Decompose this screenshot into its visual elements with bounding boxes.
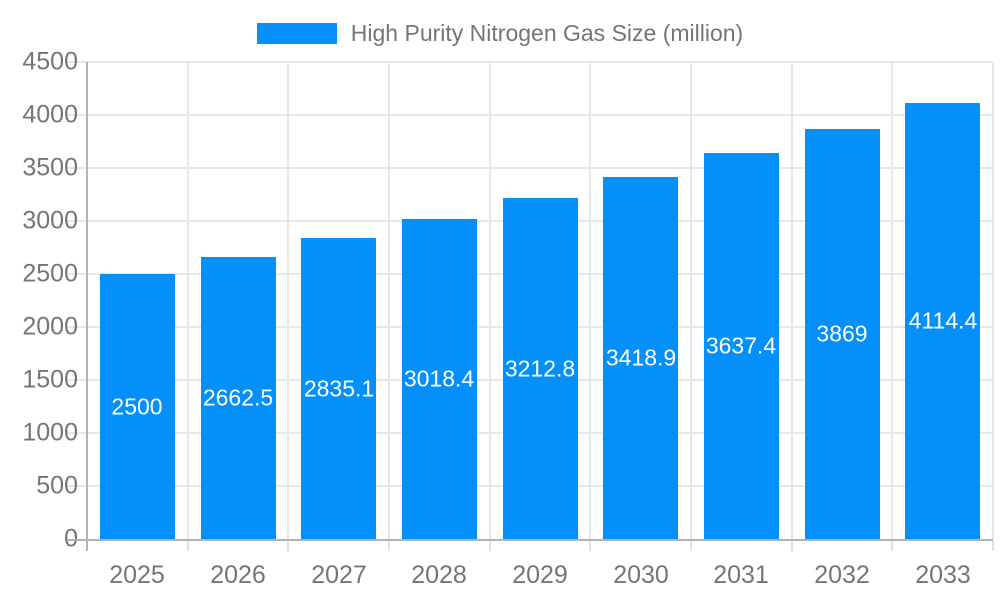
- y-tick-label: 0: [0, 525, 78, 554]
- bar: [301, 238, 376, 539]
- x-tick: [589, 541, 591, 551]
- x-tick-label: 2032: [814, 561, 870, 589]
- bar: [503, 198, 578, 539]
- bar-value-label: 3869: [816, 320, 868, 347]
- bar-value-label: 2500: [111, 393, 163, 420]
- x-tick-label: 2028: [411, 561, 467, 589]
- x-grid-line: [187, 62, 189, 539]
- y-grid-line: [67, 167, 993, 169]
- bar: [402, 219, 477, 539]
- x-axis-line: [67, 539, 993, 541]
- x-tick: [791, 541, 793, 551]
- legend-item[interactable]: High Purity Nitrogen Gas Size (million): [0, 13, 1000, 53]
- x-tick-label: 2025: [109, 561, 165, 589]
- y-tick-label: 4500: [22, 47, 78, 76]
- y-tick-label: 3000: [22, 206, 78, 235]
- x-grid-line: [891, 62, 893, 539]
- y-tick-label: 500: [36, 471, 78, 500]
- x-tick: [287, 541, 289, 551]
- bar-value-label: 4114.4: [908, 307, 978, 334]
- bar: [805, 129, 880, 539]
- x-tick-label: 2026: [210, 561, 266, 589]
- x-tick-label: 2027: [311, 561, 367, 589]
- x-tick: [992, 541, 994, 551]
- x-tick: [187, 541, 189, 551]
- bar-value-label: 3418.9: [605, 344, 677, 371]
- x-tick-label: 2029: [512, 561, 568, 589]
- x-tick-label: 2033: [915, 561, 971, 589]
- y-grid-line: [67, 61, 993, 63]
- bar-value-label: 2835.1: [303, 375, 375, 402]
- bar-value-label: 3212.8: [504, 355, 576, 382]
- bar: [905, 103, 980, 539]
- bar: [704, 153, 779, 539]
- y-tick-label: 2500: [22, 259, 78, 288]
- legend-label: High Purity Nitrogen Gas Size (million): [350, 19, 744, 46]
- x-grid-line: [791, 62, 793, 539]
- bar-value-label: 3018.4: [403, 365, 475, 392]
- legend-swatch: [256, 22, 337, 44]
- y-tick-label: 2000: [22, 312, 78, 341]
- x-grid-line: [287, 62, 289, 539]
- x-tick-label: 2031: [713, 561, 769, 589]
- y-tick-label: 4000: [22, 100, 78, 129]
- x-tick: [489, 541, 491, 551]
- y-tick-label: 3500: [22, 153, 78, 182]
- x-grid-line: [589, 62, 591, 539]
- y-tick-label: 1500: [22, 365, 78, 394]
- y-axis-line: [86, 62, 88, 551]
- bar-value-label: 2662.5: [202, 384, 274, 411]
- y-grid-line: [67, 114, 993, 116]
- x-tick-label: 2030: [613, 561, 669, 589]
- bar: [603, 177, 678, 539]
- x-grid-line: [992, 62, 994, 539]
- bar: [201, 257, 276, 539]
- x-grid-line: [690, 62, 692, 539]
- x-grid-line: [388, 62, 390, 539]
- bar-value-label: 3637.4: [705, 332, 777, 359]
- x-tick: [891, 541, 893, 551]
- y-tick-label: 1000: [22, 418, 78, 447]
- x-grid-line: [489, 62, 491, 539]
- bar: [100, 274, 175, 539]
- x-tick: [690, 541, 692, 551]
- x-tick: [388, 541, 390, 551]
